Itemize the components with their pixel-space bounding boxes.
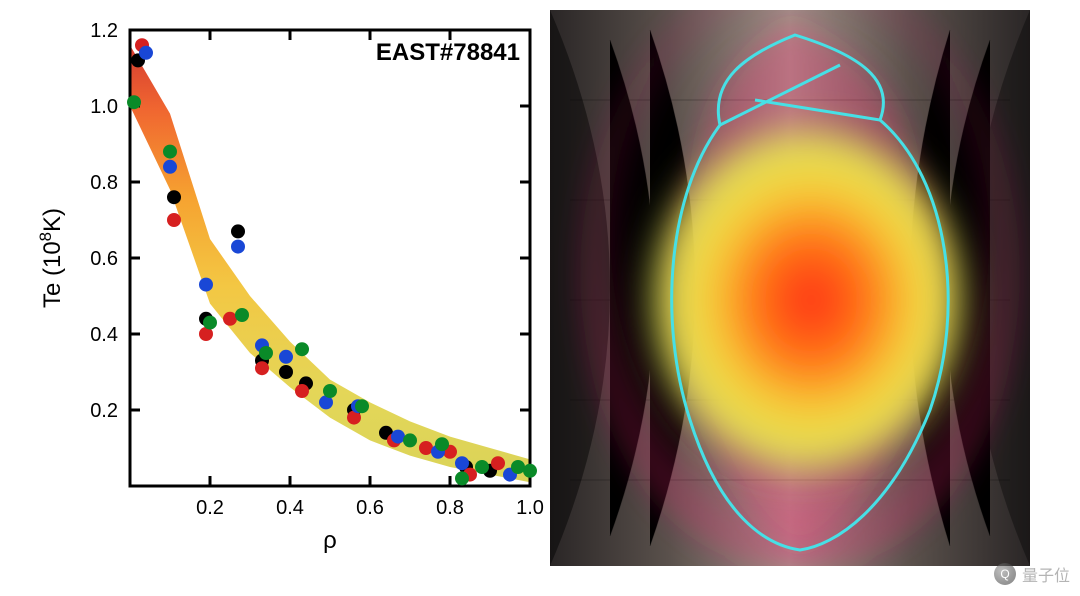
data-point <box>455 471 469 485</box>
data-point <box>475 460 489 474</box>
watermark: Q 量子位 <box>994 562 1070 586</box>
data-point <box>255 361 269 375</box>
y-axis-label: Te (108K) <box>36 208 67 308</box>
data-point <box>231 224 245 238</box>
y-tick-label: 0.6 <box>90 248 118 270</box>
y-tick-label: 0.2 <box>90 400 118 422</box>
data-point <box>203 316 217 330</box>
data-point <box>279 365 293 379</box>
data-point <box>223 312 237 326</box>
plasma-panel <box>550 10 1030 566</box>
fit-band <box>130 45 530 482</box>
data-point <box>391 430 405 444</box>
data-point <box>167 213 181 227</box>
data-point <box>295 342 309 356</box>
data-point <box>455 456 469 470</box>
data-point <box>279 350 293 364</box>
data-point <box>403 433 417 447</box>
scatter-plot: 0.2 0.4 0.6 0.8 1.0 0.2 0.4 0.6 0.8 1.0 1.2 ρ Te (10… <box>30 10 550 566</box>
y-tick-label: 0.4 <box>90 324 118 346</box>
x-tick-label: 0.4 <box>276 497 304 519</box>
data-point <box>127 95 141 109</box>
data-point <box>167 190 181 204</box>
y-tick-label: 0.8 <box>90 172 118 194</box>
x-tick-label: 0.6 <box>356 497 384 519</box>
data-point <box>435 437 449 451</box>
data-point <box>511 460 525 474</box>
data-point <box>259 346 273 360</box>
data-point <box>523 464 537 478</box>
scatter-panel: 0.2 0.4 0.6 0.8 1.0 0.2 0.4 0.6 0.8 1.0 1.2 ρ Te (10… <box>30 10 550 566</box>
x-tick-label: 0.2 <box>196 497 224 519</box>
data-point <box>163 145 177 159</box>
x-axis-label: ρ <box>323 527 337 554</box>
data-point <box>419 441 433 455</box>
plasma-core <box>650 130 960 470</box>
watermark-icon: Q <box>994 563 1016 585</box>
data-point <box>295 384 309 398</box>
data-point <box>139 46 153 60</box>
y-tick-label: 1.2 <box>90 20 118 42</box>
plasma-illustration <box>550 10 1030 566</box>
figure-row: 0.2 0.4 0.6 0.8 1.0 0.2 0.4 0.6 0.8 1.0 1.2 ρ Te (10… <box>30 10 1030 566</box>
data-point <box>235 308 249 322</box>
data-point <box>355 399 369 413</box>
chart-title: EAST#78841 <box>376 39 520 66</box>
y-tick-label: 1.0 <box>90 96 118 118</box>
watermark-text: 量子位 <box>1022 562 1070 586</box>
data-point <box>323 384 337 398</box>
x-tick-label: 1.0 <box>516 497 544 519</box>
data-point <box>199 278 213 292</box>
page: 0.2 0.4 0.6 0.8 1.0 0.2 0.4 0.6 0.8 1.0 1.2 ρ Te (10… <box>0 0 1080 596</box>
data-point <box>231 240 245 254</box>
data-point <box>491 456 505 470</box>
x-tick-label: 0.8 <box>436 497 464 519</box>
data-point <box>163 160 177 174</box>
